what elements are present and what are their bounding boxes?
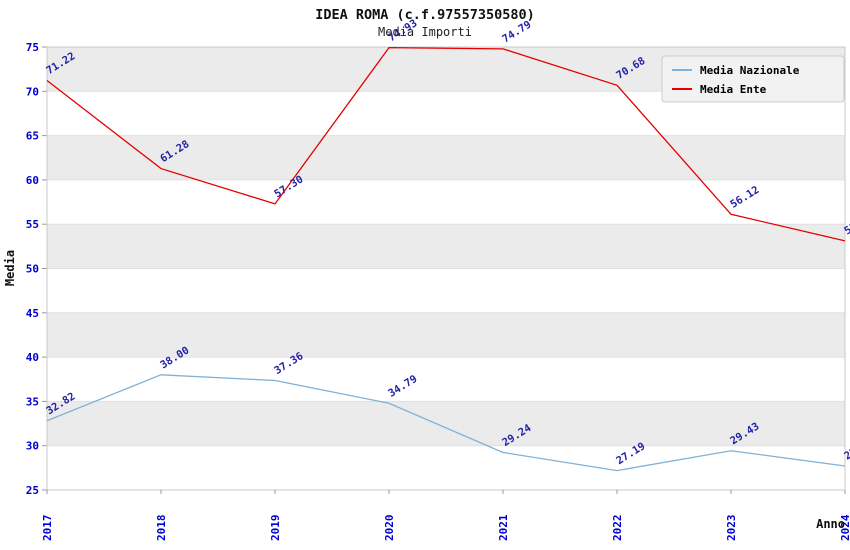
plot-band (47, 312, 845, 358)
plot-band (47, 135, 845, 180)
chart-title: IDEA ROMA (c.f.97557350580) (315, 7, 534, 23)
x-tick-label: 2017 (41, 515, 54, 542)
y-tick-label: 60 (26, 174, 39, 187)
y-tick-label: 75 (26, 41, 39, 54)
x-tick-label: 2021 (497, 514, 510, 541)
legend-label-media-nazionale: Media Nazionale (700, 64, 800, 77)
y-tick-label: 45 (26, 307, 39, 320)
series-line-media-nazionale (46, 374, 846, 472)
y-axis-title: Media (3, 250, 17, 286)
x-tick-label: 2019 (269, 515, 282, 542)
x-tick-label: 2018 (155, 515, 168, 542)
plot-border (46, 46, 846, 491)
x-tick-label: 2023 (725, 515, 738, 542)
y-tick-label: 30 (26, 440, 39, 453)
y-tick-label: 65 (26, 130, 39, 143)
x-tick-label: 2024 (839, 514, 850, 541)
plot-band (47, 401, 845, 446)
y-tick-label: 70 (26, 85, 39, 98)
y-tick-label: 40 (26, 351, 39, 364)
data-label: 27.71 (842, 436, 850, 463)
chart-subtitle: Media Importi (378, 25, 472, 39)
data-label: 56.12 (728, 184, 761, 211)
y-tick-label: 55 (26, 218, 39, 231)
plot-band (47, 224, 845, 269)
x-axis-title: Anno (816, 517, 845, 531)
x-tick-label: 2020 (383, 515, 396, 542)
legend: Media Nazionale Media Ente (661, 55, 845, 103)
data-label: 34.79 (386, 373, 419, 400)
legend-box (661, 55, 845, 103)
series-line-media-ente (46, 46, 846, 242)
data-label: 53.12 (842, 210, 850, 237)
legend-label-media-ente: Media Ente (700, 83, 767, 96)
x-tick-label: 2022 (611, 515, 624, 542)
y-tick-label: 50 (26, 263, 39, 276)
y-tick-label: 35 (26, 395, 39, 408)
y-tick-label: 25 (26, 484, 39, 497)
